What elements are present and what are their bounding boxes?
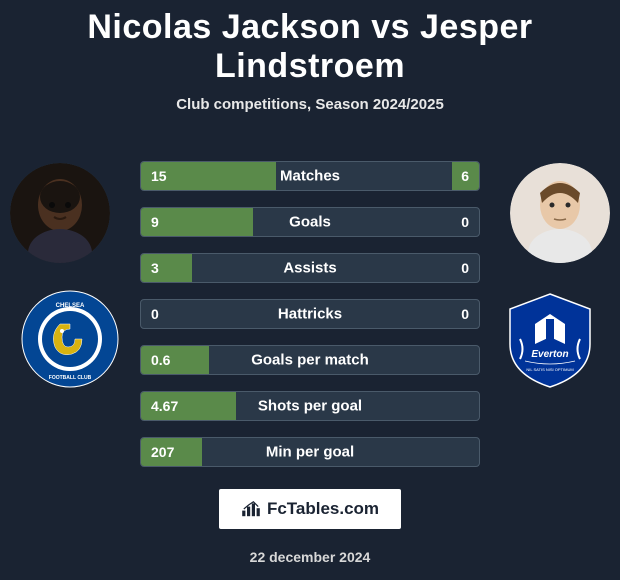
- stat-label: Assists: [283, 260, 336, 277]
- brand-badge: FcTables.com: [219, 489, 401, 529]
- bar-left-fill: [141, 254, 192, 282]
- subtitle: Club competitions, Season 2024/2025: [0, 96, 620, 113]
- stat-label: Goals: [289, 214, 331, 231]
- page-title: Nicolas Jackson vs Jesper Lindstroem: [0, 0, 620, 86]
- svg-text:Everton: Everton: [531, 349, 568, 360]
- player-left-avatar: [10, 163, 110, 263]
- club-left-crest: CHELSEA FOOTBALL CLUB: [20, 289, 120, 389]
- stat-value-left: 9: [151, 214, 159, 230]
- stat-value-right: 0: [461, 260, 469, 276]
- avatar-placeholder-icon: [510, 163, 610, 263]
- stat-label: Goals per match: [251, 352, 369, 369]
- everton-crest-icon: Everton NIL SATIS NISI OPTIMUM: [500, 289, 600, 389]
- stat-label: Shots per goal: [258, 398, 362, 415]
- stat-row: 15 6 Matches: [140, 161, 480, 191]
- stat-value-left: 0.6: [151, 352, 170, 368]
- stat-value-left: 15: [151, 168, 167, 184]
- stat-label: Hattricks: [278, 306, 342, 323]
- stat-value-left: 0: [151, 306, 159, 322]
- stat-value-left: 4.67: [151, 398, 178, 414]
- brand-text: FcTables.com: [267, 499, 379, 519]
- svg-text:FOOTBALL CLUB: FOOTBALL CLUB: [49, 375, 92, 381]
- chelsea-crest-icon: CHELSEA FOOTBALL CLUB: [20, 289, 120, 389]
- stat-value-left: 3: [151, 260, 159, 276]
- stat-label: Min per goal: [266, 444, 354, 461]
- date-text: 22 december 2024: [0, 549, 620, 565]
- stat-row: 0 0 Hattricks: [140, 299, 480, 329]
- svg-text:NIL SATIS NISI OPTIMUM: NIL SATIS NISI OPTIMUM: [526, 367, 573, 372]
- stat-row: 4.67 Shots per goal: [140, 391, 480, 421]
- stat-row: 0.6 Goals per match: [140, 345, 480, 375]
- brand-chart-icon: [241, 501, 261, 517]
- stat-value-right: 0: [461, 306, 469, 322]
- comparison-panel: CHELSEA FOOTBALL CLUB Everton NIL SATIS …: [0, 141, 620, 461]
- svg-text:CHELSEA: CHELSEA: [56, 303, 85, 309]
- stat-label: Matches: [280, 168, 340, 185]
- player-right-avatar: [510, 163, 610, 263]
- stat-value-right: 0: [461, 214, 469, 230]
- stat-row: 3 0 Assists: [140, 253, 480, 283]
- stat-value-right: 6: [461, 168, 469, 184]
- stats-bars: 15 6 Matches 9 0 Goals 3 0 Assists 0 0 Hattricks 0.6…: [140, 161, 480, 483]
- stat-value-left: 207: [151, 444, 174, 460]
- stat-row: 207 Min per goal: [140, 437, 480, 467]
- club-right-crest: Everton NIL SATIS NISI OPTIMUM: [500, 289, 600, 389]
- stat-row: 9 0 Goals: [140, 207, 480, 237]
- avatar-placeholder-icon: [10, 163, 110, 263]
- footer: FcTables.com: [0, 489, 620, 529]
